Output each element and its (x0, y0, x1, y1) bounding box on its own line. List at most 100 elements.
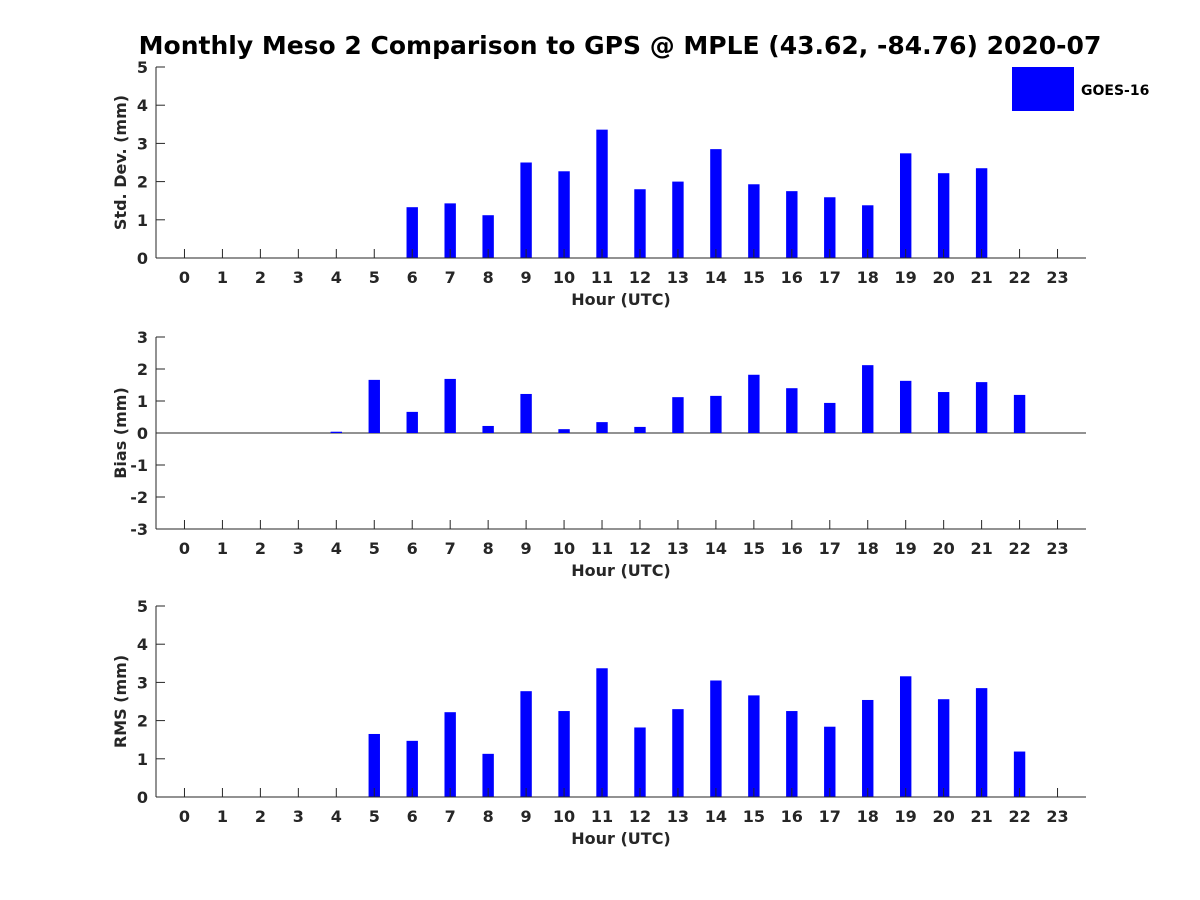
x-tick-label: 1 (217, 539, 228, 558)
legend-swatch (1012, 67, 1074, 111)
x-tick-label: 7 (445, 807, 456, 826)
bar-hour-17 (824, 197, 836, 258)
x-tick-label: 15 (743, 268, 765, 287)
bar-hour-14 (710, 680, 722, 797)
x-tick-label: 17 (819, 268, 841, 287)
x-tick-label: 6 (407, 268, 418, 287)
y-tick-label: 2 (137, 360, 148, 379)
x-tick-label: 20 (933, 807, 955, 826)
y-tick-label: 3 (137, 328, 148, 347)
y-tick-label: 1 (137, 750, 148, 769)
bar-hour-9 (520, 691, 532, 797)
y-tick-label: 1 (137, 392, 148, 411)
x-tick-label: 22 (1008, 268, 1030, 287)
x-tick-label: 5 (369, 807, 380, 826)
x-tick-label: 4 (331, 807, 342, 826)
bar-hour-6 (406, 207, 418, 258)
bar-hour-5 (368, 733, 380, 797)
bar-hour-7 (444, 203, 456, 258)
bar-hour-11 (596, 422, 608, 433)
bar-hour-20 (937, 699, 950, 797)
x-tick-label: 6 (407, 807, 418, 826)
bar-hour-9 (520, 162, 532, 258)
y-tick-label: 2 (137, 173, 148, 192)
bar-hour-22 (1013, 394, 1026, 433)
y-tick-label: 5 (137, 597, 148, 616)
y-tick-label: 3 (137, 673, 148, 692)
bar-hour-10 (558, 711, 570, 797)
x-tick-label: 3 (293, 539, 304, 558)
x-tick-label: 12 (629, 807, 651, 826)
x-tick-label: 10 (553, 539, 575, 558)
bar-hour-21 (975, 688, 988, 797)
x-tick-label: 12 (629, 539, 651, 558)
x-tick-label: 11 (591, 807, 613, 826)
y-tick-label: -3 (130, 520, 148, 539)
x-tick-label: 17 (819, 807, 841, 826)
x-tick-label: 18 (857, 807, 879, 826)
bar-hour-14 (710, 395, 722, 433)
x-tick-label: 19 (895, 539, 917, 558)
x-tick-label: 19 (895, 807, 917, 826)
x-tick-label: 7 (445, 268, 456, 287)
x-tick-label: 3 (293, 807, 304, 826)
x-tick-label: 20 (933, 539, 955, 558)
x-tick-label: 16 (781, 268, 803, 287)
bar-hour-18 (862, 699, 874, 797)
bar-hour-8 (482, 753, 494, 797)
bar-hour-10 (558, 171, 570, 258)
x-tick-label: 8 (483, 539, 494, 558)
x-tick-label: 13 (667, 268, 689, 287)
x-tick-label: 10 (553, 807, 575, 826)
bar-hour-20 (937, 392, 950, 433)
x-tick-label: 21 (970, 268, 992, 287)
bar-hour-22 (1013, 751, 1026, 797)
bar-hour-13 (672, 397, 684, 433)
bar-hour-18 (862, 205, 874, 258)
x-tick-label: 12 (629, 268, 651, 287)
bar-hour-11 (596, 129, 608, 258)
bar-hour-12 (634, 727, 646, 797)
x-tick-label: 14 (705, 539, 727, 558)
x-tick-label: 16 (781, 539, 803, 558)
y-tick-label: 2 (137, 712, 148, 731)
x-tick-label: 4 (331, 268, 342, 287)
bar-hour-13 (672, 181, 684, 258)
y-tick-label: 3 (137, 134, 148, 153)
x-tick-label: 2 (255, 268, 266, 287)
bar-hour-19 (899, 380, 912, 433)
x-tick-label: 15 (743, 539, 765, 558)
x-tick-label: 14 (705, 807, 727, 826)
y-axis-label: Bias (mm) (111, 387, 130, 479)
x-tick-label: 2 (255, 807, 266, 826)
y-tick-label: -2 (130, 488, 148, 507)
bar-hour-15 (748, 374, 760, 433)
x-tick-label: 23 (1046, 539, 1068, 558)
bar-hour-15 (748, 695, 760, 797)
bar-hour-9 (520, 393, 532, 433)
x-tick-label: 22 (1008, 539, 1030, 558)
bar-hour-21 (975, 168, 988, 258)
x-tick-label: 0 (179, 807, 190, 826)
y-tick-label: 4 (137, 635, 148, 654)
y-tick-label: 0 (137, 424, 148, 443)
y-tick-label: -1 (130, 456, 148, 475)
y-axis-label: Std. Dev. (mm) (111, 95, 130, 230)
bar-hour-7 (444, 712, 456, 797)
y-tick-label: 5 (137, 58, 148, 77)
x-tick-label: 15 (743, 807, 765, 826)
y-axis-label: RMS (mm) (111, 655, 130, 748)
bar-hour-21 (975, 382, 988, 433)
bar-hour-12 (634, 426, 646, 433)
x-tick-label: 20 (933, 268, 955, 287)
x-tick-label: 10 (553, 268, 575, 287)
x-tick-label: 1 (217, 807, 228, 826)
x-tick-label: 9 (521, 268, 532, 287)
x-tick-label: 8 (483, 807, 494, 826)
x-tick-label: 21 (970, 807, 992, 826)
bar-hour-19 (899, 153, 912, 258)
